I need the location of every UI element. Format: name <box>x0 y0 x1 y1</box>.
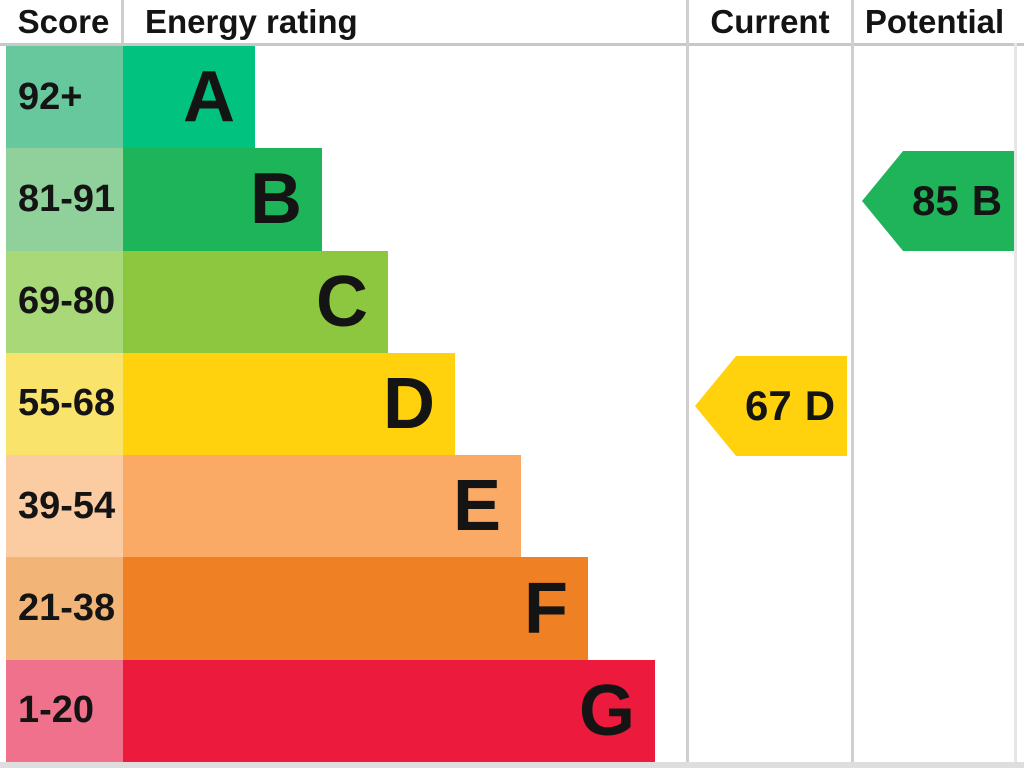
band-bar-g: G <box>123 659 655 762</box>
band-row-d: 55-68 D <box>0 352 1024 456</box>
band-letter: D <box>383 363 435 444</box>
band-letter: E <box>452 466 501 547</box>
band-letter: F <box>524 568 568 649</box>
band-row-b: 81-91 B <box>0 148 1024 251</box>
band-bar-c: C <box>123 250 388 353</box>
score-label: 55-68 <box>6 352 123 456</box>
band-letter: B <box>250 159 302 240</box>
band-row-e: 39-54 E <box>0 455 1024 558</box>
score-column-divider <box>121 0 124 43</box>
score-label: 81-91 <box>6 148 123 251</box>
band-letter: C <box>316 261 368 342</box>
current-column-header: Current <box>710 2 830 40</box>
band-row-f: 21-38 F <box>0 557 1024 660</box>
band-row-a: 92+ A <box>0 46 1024 149</box>
band-bar-d: D <box>123 352 455 456</box>
score-label: 21-38 <box>6 557 123 660</box>
score-label: 92+ <box>6 46 123 149</box>
current-rating-letter: D <box>804 382 836 429</box>
score-label: 69-80 <box>6 250 123 353</box>
chart-header: Score Energy rating Current Potential <box>0 0 1024 46</box>
rating-bands: 92+ A 81-91 B 69-80 C 55-68 D 39-54 E 21… <box>0 46 1024 762</box>
potential-rating-letter: B <box>971 177 1003 224</box>
right-edge-divider <box>1014 43 1017 762</box>
band-letter: G <box>578 670 635 751</box>
score-label: 1-20 <box>6 659 123 762</box>
score-label: 39-54 <box>6 455 123 558</box>
band-row-c: 69-80 C <box>0 250 1024 353</box>
current-rating-value: 67 <box>744 382 792 429</box>
potential-column-divider <box>851 0 854 762</box>
band-bar-f: F <box>123 557 588 660</box>
score-column-header: Score <box>17 2 110 40</box>
energy-rating-column-header: Energy rating <box>145 2 358 40</box>
potential-column-header: Potential <box>864 2 1005 40</box>
band-bar-e: E <box>123 455 521 558</box>
band-bar-b: B <box>123 148 322 251</box>
potential-rating-value: 85 <box>911 177 959 224</box>
band-row-g: 1-20 G <box>0 659 1024 762</box>
band-letter: A <box>183 57 235 138</box>
current-column-divider <box>686 0 689 762</box>
band-bar-a: A <box>123 46 255 149</box>
bottom-border <box>0 762 1024 768</box>
